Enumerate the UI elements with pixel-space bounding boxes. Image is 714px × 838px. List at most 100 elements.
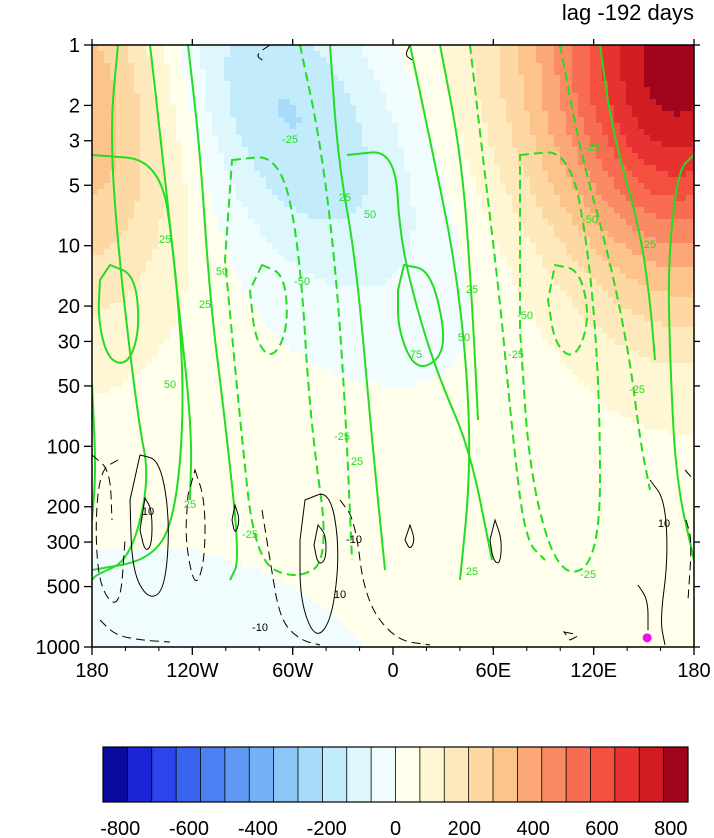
field-cell	[476, 285, 483, 292]
field-cell	[212, 279, 219, 286]
field-cell	[206, 219, 213, 226]
field-cell	[650, 213, 657, 220]
field-cell	[278, 93, 285, 100]
field-cell	[332, 195, 339, 202]
field-cell	[272, 147, 279, 154]
field-cell	[596, 189, 603, 196]
field-cell	[650, 225, 657, 232]
field-cell	[566, 189, 573, 196]
field-cell	[404, 135, 411, 142]
field-cell	[176, 333, 183, 340]
field-cell	[104, 117, 111, 124]
field-cell	[314, 309, 321, 316]
field-cell	[212, 123, 219, 130]
field-cell	[230, 309, 237, 316]
field-cell	[590, 153, 597, 160]
field-cell	[440, 69, 447, 76]
field-cell	[470, 99, 477, 106]
field-cell	[602, 315, 609, 322]
field-cell	[170, 141, 177, 148]
field-cell	[422, 69, 429, 76]
field-cell	[560, 309, 567, 316]
field-cell	[326, 255, 333, 262]
field-cell	[314, 267, 321, 274]
field-cell	[542, 279, 549, 286]
field-cell	[374, 129, 381, 136]
field-cell	[266, 297, 273, 304]
field-cell	[224, 141, 231, 148]
field-cell	[230, 273, 237, 280]
field-cell	[614, 231, 621, 238]
field-cell	[128, 255, 135, 262]
field-cell	[332, 75, 339, 82]
field-cell	[524, 75, 531, 82]
field-cell	[356, 135, 363, 142]
field-cell	[230, 207, 237, 214]
field-cell	[104, 255, 111, 262]
field-cell	[668, 57, 675, 64]
field-cell	[554, 117, 561, 124]
field-cell	[302, 249, 309, 256]
field-cell	[464, 333, 471, 340]
field-cell	[140, 237, 147, 244]
field-cell	[440, 225, 447, 232]
field-cell	[152, 267, 159, 274]
field-cell	[404, 129, 411, 136]
field-cell	[398, 243, 405, 250]
field-cell	[650, 171, 657, 178]
field-cell	[308, 231, 315, 238]
field-cell	[686, 207, 693, 214]
field-cell	[626, 159, 633, 166]
field-cell	[590, 273, 597, 280]
field-cell	[338, 147, 345, 154]
field-cell	[590, 291, 597, 298]
field-cell	[188, 231, 195, 238]
field-cell	[266, 111, 273, 118]
field-cell	[218, 255, 225, 262]
field-cell	[374, 303, 381, 310]
field-cell	[164, 279, 171, 286]
field-cell	[188, 183, 195, 190]
field-cell	[440, 243, 447, 250]
field-cell	[554, 135, 561, 142]
field-cell	[338, 111, 345, 118]
field-cell	[644, 195, 651, 202]
field-cell	[374, 225, 381, 232]
field-cell	[230, 219, 237, 226]
field-cell	[560, 183, 567, 190]
field-cell	[398, 321, 405, 328]
field-cell	[530, 201, 537, 208]
field-cell	[626, 183, 633, 190]
field-cell	[668, 177, 675, 184]
field-cell	[350, 141, 357, 148]
field-cell	[362, 273, 369, 280]
field-cell	[662, 267, 669, 274]
field-cell	[140, 279, 147, 286]
field-cell	[494, 321, 501, 328]
field-cell	[470, 201, 477, 208]
field-cell	[284, 93, 291, 100]
field-cell	[194, 285, 201, 292]
field-cell	[692, 225, 694, 232]
field-cell	[410, 111, 417, 118]
field-cell	[470, 291, 477, 298]
field-cell	[626, 315, 633, 322]
field-cell	[458, 75, 465, 82]
field-cell	[572, 321, 579, 328]
field-cell	[644, 249, 651, 256]
field-cell	[446, 75, 453, 82]
field-cell	[374, 315, 381, 322]
field-cell	[128, 165, 135, 172]
field-cell	[518, 129, 525, 136]
field-cell	[500, 273, 507, 280]
field-cell	[272, 339, 279, 346]
field-cell	[488, 189, 495, 196]
field-cell	[692, 207, 694, 214]
field-cell	[416, 63, 423, 70]
field-cell	[686, 135, 693, 142]
field-cell	[650, 165, 657, 172]
field-cell	[608, 201, 615, 208]
field-cell	[596, 177, 603, 184]
field-cell	[632, 63, 639, 70]
field-cell	[206, 87, 213, 94]
